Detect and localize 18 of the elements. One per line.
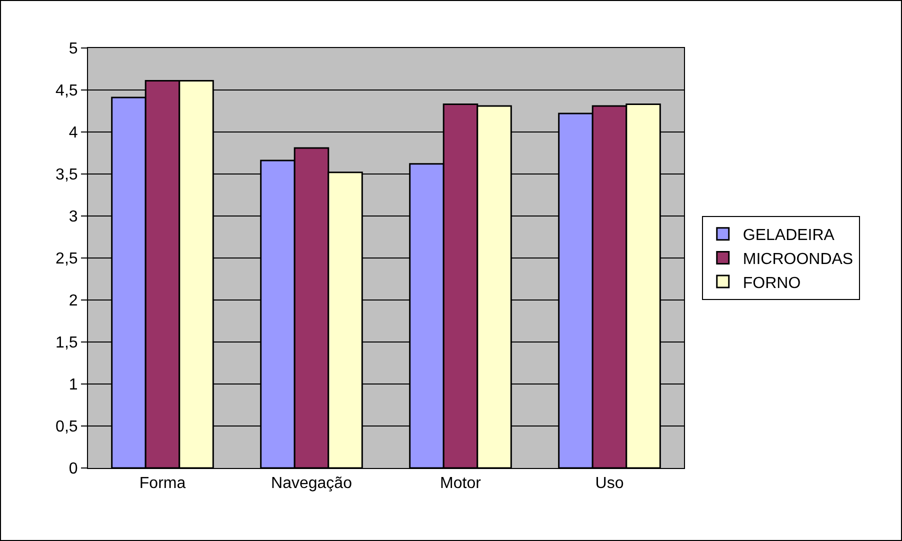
- x-tick-label: Navegação: [271, 475, 352, 492]
- y-tick-label: 0,5: [56, 418, 78, 436]
- y-tick-label: 1,5: [56, 334, 78, 352]
- x-tick-label: Motor: [440, 475, 482, 492]
- y-tick-label: 2: [68, 292, 78, 310]
- y-tick-label: 4: [68, 124, 78, 142]
- y-tick-label: 5: [68, 40, 78, 58]
- y-tick-label: 3: [68, 208, 78, 226]
- y-tick-label: 2,5: [56, 250, 78, 268]
- legend-label: GELADEIRA: [742, 227, 835, 244]
- y-tick-label: 1: [68, 376, 78, 394]
- y-tick-label: 4,5: [56, 82, 78, 100]
- y-tick-label: 0: [68, 460, 78, 478]
- legend-label: FORNO: [742, 274, 801, 292]
- legend-label: MICROONDAS: [742, 250, 854, 268]
- x-tick-label: Forma: [139, 475, 186, 492]
- x-tick-label: Uso: [595, 475, 624, 492]
- y-tick-label: 3,5: [56, 166, 78, 184]
